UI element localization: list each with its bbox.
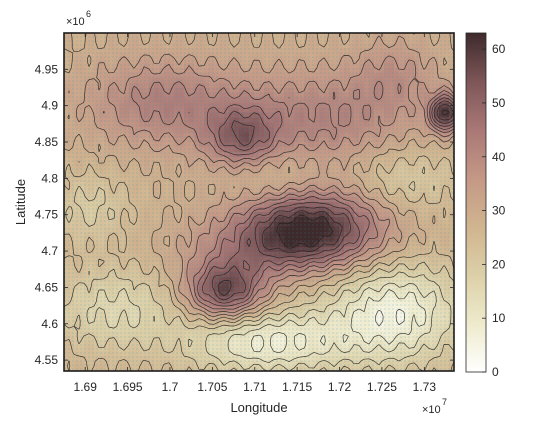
plot-area xyxy=(63,32,455,372)
